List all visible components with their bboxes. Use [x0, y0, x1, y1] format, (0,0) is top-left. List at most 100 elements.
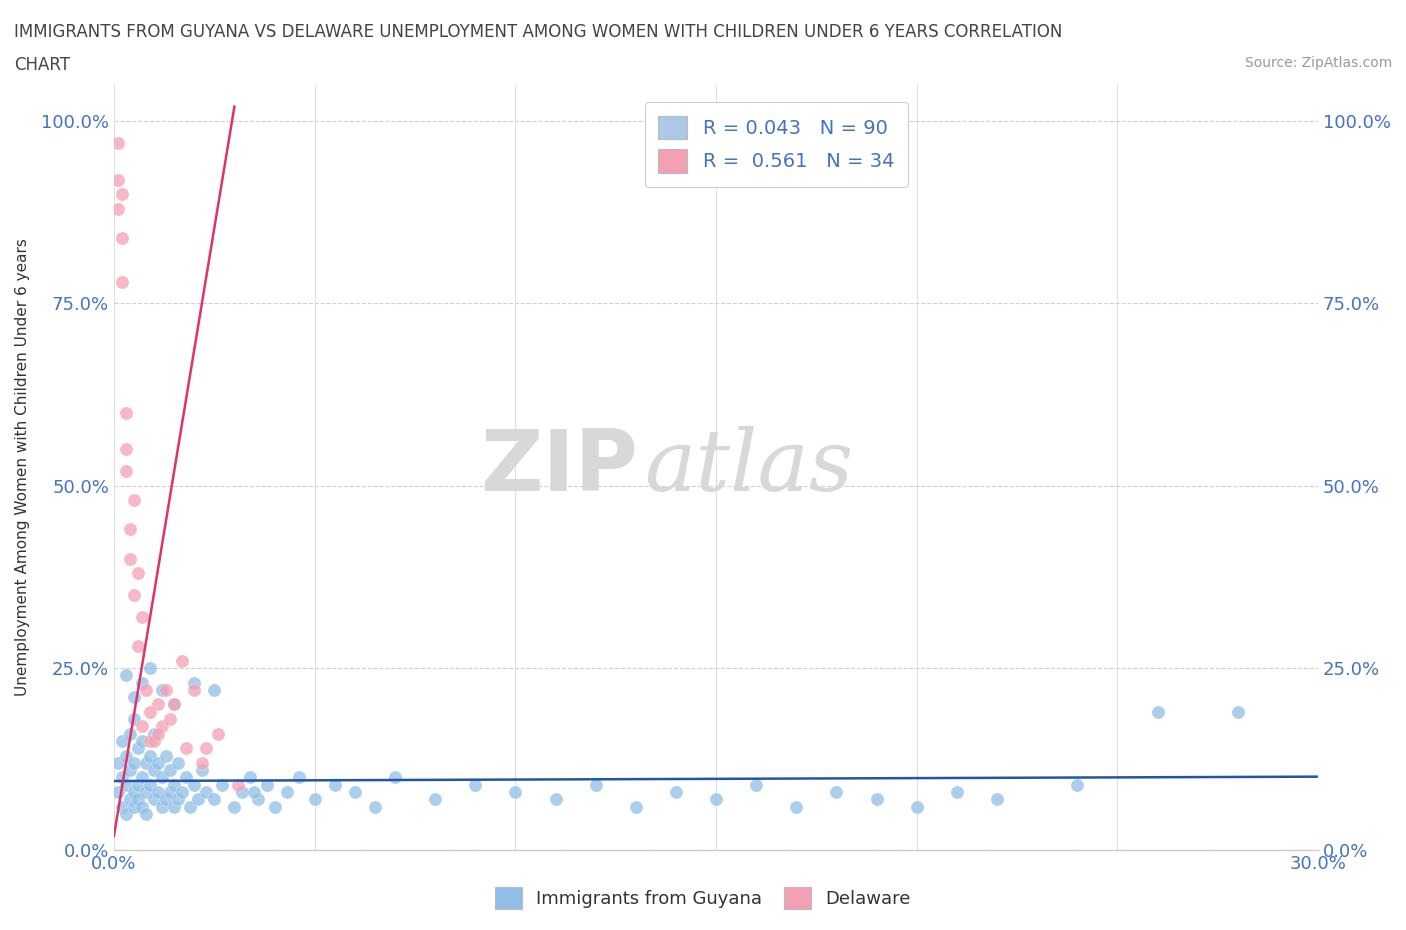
Point [179, 799, 201, 814]
Point [131, 609, 153, 624]
Point [986, 791, 1008, 806]
Point [107, 755, 129, 770]
Point [111, 274, 134, 289]
Point [111, 734, 134, 749]
Point [544, 791, 567, 806]
Point [202, 683, 225, 698]
Point [135, 683, 157, 698]
Point [143, 791, 166, 806]
Point [143, 763, 166, 777]
Point [167, 791, 190, 806]
Point [211, 777, 233, 792]
Point [107, 785, 129, 800]
Point [423, 791, 446, 806]
Point [127, 565, 149, 580]
Point [146, 697, 169, 711]
Point [107, 136, 129, 151]
Point [624, 799, 647, 814]
Point [127, 741, 149, 756]
Point [127, 639, 149, 654]
Point [1146, 704, 1168, 719]
Point [131, 770, 153, 785]
Point [905, 799, 928, 814]
Point [131, 799, 153, 814]
Point [122, 755, 145, 770]
Point [139, 704, 162, 719]
Point [122, 588, 145, 603]
Point [159, 711, 181, 726]
Point [118, 551, 141, 566]
Point [139, 777, 162, 792]
Point [195, 785, 218, 800]
Point [256, 777, 278, 792]
Point [174, 741, 197, 756]
Point [163, 799, 186, 814]
Point [115, 668, 138, 683]
Point [1066, 777, 1088, 792]
Point [665, 785, 688, 800]
Point [143, 734, 166, 749]
Point [146, 726, 169, 741]
Point [704, 791, 727, 806]
Point [150, 799, 173, 814]
Point [343, 785, 366, 800]
Point [243, 785, 266, 800]
Point [131, 719, 153, 734]
Point [202, 791, 225, 806]
Point [865, 791, 887, 806]
Point [364, 799, 387, 814]
Point [115, 442, 138, 457]
Point [155, 683, 177, 698]
Point [150, 770, 173, 785]
Point [1226, 704, 1249, 719]
Point [122, 711, 145, 726]
Point [111, 770, 134, 785]
Point [231, 785, 253, 800]
Point [122, 493, 145, 508]
Point [131, 675, 153, 690]
Point [146, 785, 169, 800]
Point [183, 777, 205, 792]
Point [384, 770, 406, 785]
Point [111, 799, 134, 814]
Point [143, 726, 166, 741]
Point [163, 777, 186, 792]
Point [195, 741, 218, 756]
Point [207, 726, 229, 741]
Point [304, 791, 326, 806]
Point [163, 697, 186, 711]
Text: IMMIGRANTS FROM GUYANA VS DELAWARE UNEMPLOYMENT AMONG WOMEN WITH CHILDREN UNDER : IMMIGRANTS FROM GUYANA VS DELAWARE UNEMP… [14, 23, 1063, 41]
Legend: R = 0.043   N = 90, R =  0.561   N = 34: R = 0.043 N = 90, R = 0.561 N = 34 [644, 102, 908, 187]
Point [172, 653, 194, 668]
Point [825, 785, 848, 800]
Point [122, 690, 145, 705]
Point [276, 785, 298, 800]
Point [118, 791, 141, 806]
Point [115, 748, 138, 763]
Point [150, 683, 173, 698]
Point [115, 806, 138, 821]
Point [745, 777, 768, 792]
Point [239, 770, 262, 785]
Point [247, 791, 270, 806]
Point [159, 763, 181, 777]
Point [122, 799, 145, 814]
Text: ZIP: ZIP [479, 426, 638, 509]
Legend: Immigrants from Guyana, Delaware: Immigrants from Guyana, Delaware [488, 880, 918, 916]
Point [191, 763, 214, 777]
Point [139, 734, 162, 749]
Point [111, 231, 134, 246]
Point [224, 799, 246, 814]
Point [150, 719, 173, 734]
Point [127, 791, 149, 806]
Point [135, 806, 157, 821]
Point [118, 763, 141, 777]
Point [135, 755, 157, 770]
Point [135, 785, 157, 800]
Point [111, 187, 134, 202]
Point [115, 777, 138, 792]
Text: Source: ZipAtlas.com: Source: ZipAtlas.com [1244, 56, 1392, 70]
Point [155, 791, 177, 806]
Text: CHART: CHART [14, 56, 70, 73]
Point [127, 777, 149, 792]
